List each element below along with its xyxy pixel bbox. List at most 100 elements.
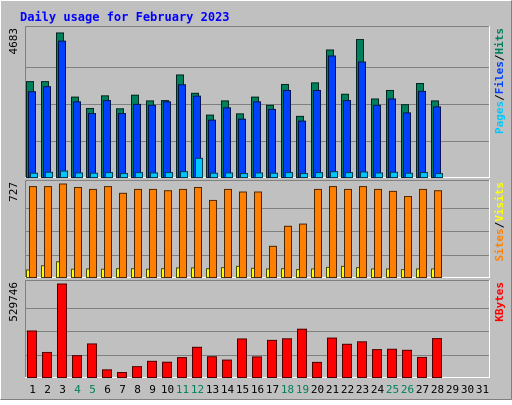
legend-text: Sites/Visits — [493, 182, 506, 262]
bar-kbytes-day-10 — [162, 361, 172, 378]
x-tick-label: 3 — [59, 383, 66, 396]
bar-sites-day-20 — [314, 188, 322, 279]
bar-sites-day-2 — [44, 186, 52, 278]
legend-text: KBytes — [493, 282, 506, 322]
x-tick-label: 25 — [386, 383, 399, 396]
bar-files-day-10 — [163, 101, 171, 178]
bar-pages-day-12 — [195, 157, 203, 178]
bar-pages-day-15 — [240, 173, 248, 178]
bar-kbytes-day-13 — [207, 356, 217, 379]
legend-text: Pages/Files/Hits — [493, 28, 506, 134]
legend-entry-sites: Sites — [493, 228, 506, 261]
bar-kbytes-day-20 — [312, 361, 322, 379]
bar-sites-day-7 — [119, 192, 127, 278]
bar-files-day-7 — [118, 113, 126, 179]
bar-sites-day-3 — [59, 183, 67, 278]
bar-pages-day-25 — [390, 171, 398, 179]
bar-sites-day-11 — [179, 188, 187, 279]
bar-pages-day-10 — [165, 172, 173, 179]
bar-sites-day-8 — [134, 188, 142, 279]
bar-pages-day-28 — [435, 173, 443, 178]
bar-kbytes-day-23 — [357, 341, 367, 378]
legend-entry-visits: Visits — [493, 182, 506, 222]
x-axis-day-labels: 1 2 3 4 5 6 7 8 9 10 11 12 13 14 15 16 17 18 19 20 21 22 23 24 2… — [29, 383, 489, 396]
bar-kbytes-day-18 — [282, 338, 292, 378]
x-tick-label: 9 — [149, 383, 156, 396]
y-max-label: 727 — [7, 182, 20, 202]
bar-files-day-4 — [73, 101, 81, 178]
bar-sites-day-15 — [239, 191, 247, 278]
bar-sites-day-13 — [209, 199, 217, 279]
bar-files-day-2 — [43, 86, 51, 178]
bar-sites-day-26 — [404, 196, 412, 278]
bar-pages-day-2 — [45, 171, 53, 179]
bar-sites-day-24 — [374, 188, 382, 279]
bar-sites-day-18 — [284, 225, 292, 279]
bar-kbytes-day-24 — [372, 349, 382, 379]
x-tick-label: 21 — [326, 383, 339, 396]
bar-files-day-16 — [253, 101, 261, 178]
bar-kbytes-day-5 — [87, 343, 97, 379]
legend-separator: / — [493, 94, 506, 101]
bar-pages-day-19 — [300, 173, 308, 178]
x-tick-label: 4 — [74, 383, 81, 396]
x-tick-label: 26 — [401, 383, 414, 396]
x-tick-label: 1 — [29, 383, 36, 396]
bar-sites-day-28 — [434, 190, 442, 279]
bar-kbytes-day-19 — [297, 328, 307, 379]
bar-files-day-28 — [433, 106, 441, 178]
bar-kbytes-day-27 — [417, 356, 427, 379]
bar-files-day-20 — [313, 89, 321, 178]
bar-files-day-24 — [373, 104, 381, 178]
bar-kbytes-day-15 — [237, 338, 247, 379]
bar-files-day-6 — [103, 100, 111, 178]
bar-files-day-22 — [343, 100, 351, 178]
x-tick-label: 10 — [161, 383, 174, 396]
bar-kbytes-day-4 — [72, 355, 82, 379]
x-tick-label: 22 — [341, 383, 354, 396]
bar-kbytes-day-12 — [192, 346, 202, 379]
bar-sites-day-10 — [164, 190, 172, 279]
bar-files-day-9 — [148, 104, 156, 178]
x-tick-label: 6 — [104, 383, 111, 396]
bar-pages-day-20 — [315, 172, 323, 179]
bar-pages-day-9 — [150, 172, 158, 178]
x-tick-label: 19 — [296, 383, 309, 396]
x-tick-label: 18 — [281, 383, 294, 396]
bar-sites-day-16 — [254, 191, 262, 278]
bar-pages-day-1 — [30, 172, 38, 178]
bar-pages-day-26 — [405, 172, 413, 178]
x-tick-label: 31 — [476, 383, 489, 396]
bar-kbytes-day-26 — [402, 349, 412, 379]
bar-kbytes-day-2 — [42, 351, 52, 378]
bar-kbytes-day-8 — [132, 366, 142, 379]
x-tick-label: 29 — [446, 383, 459, 396]
bar-pages-day-24 — [375, 172, 383, 178]
bar-files-day-15 — [238, 118, 246, 179]
x-tick-label: 2 — [44, 383, 51, 396]
bar-pages-day-3 — [60, 170, 68, 179]
legend-entry-pages: Pages — [493, 101, 506, 134]
bar-pages-day-4 — [75, 172, 83, 178]
bar-pages-day-17 — [270, 172, 278, 178]
panel-legend: Sites/Visits — [493, 182, 506, 262]
y-max-label: 4683 — [7, 28, 20, 55]
x-tick-label: 5 — [89, 383, 96, 396]
bar-sites-day-25 — [389, 190, 397, 278]
bar-pages-day-23 — [360, 171, 368, 178]
bar-pages-day-21 — [330, 171, 338, 178]
bar-files-day-14 — [223, 107, 231, 178]
bar-sites-day-17 — [269, 245, 277, 278]
legend-separator: / — [493, 221, 506, 228]
bar-kbytes-day-11 — [177, 357, 187, 378]
bar-kbytes-day-1 — [27, 330, 37, 379]
bar-files-day-21 — [328, 55, 336, 179]
bar-pages-day-16 — [255, 172, 263, 178]
bar-files-day-17 — [268, 108, 276, 178]
bar-files-day-26 — [403, 112, 411, 178]
bar-files-day-11 — [178, 84, 186, 178]
bar-sites-day-22 — [344, 188, 352, 279]
x-tick-label: 17 — [266, 383, 279, 396]
